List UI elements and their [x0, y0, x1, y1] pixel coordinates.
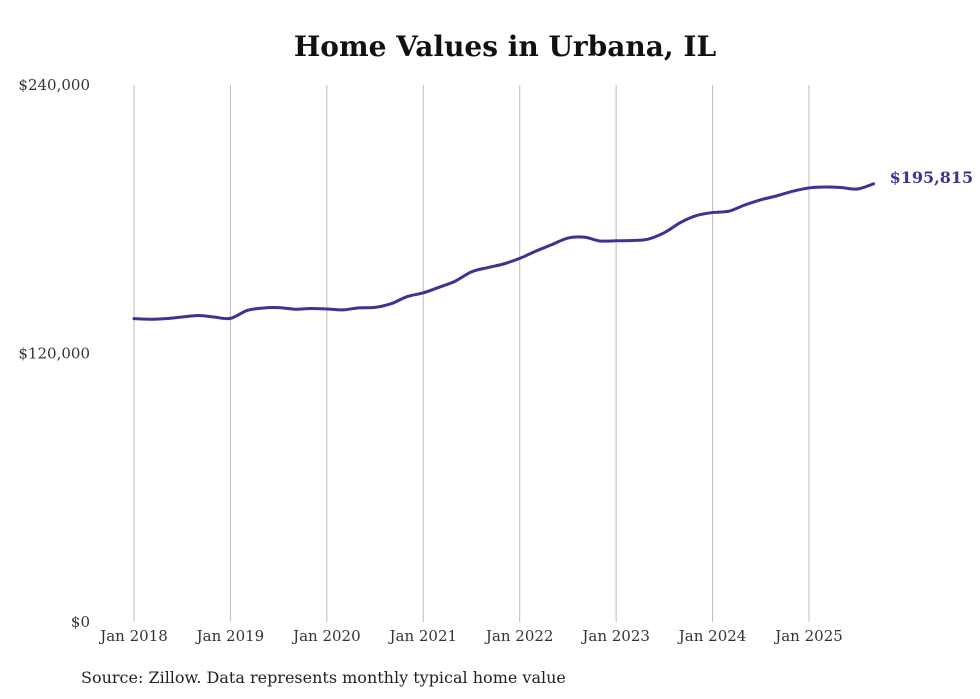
x-axis-ticks: Jan 2018 Jan 2019 Jan 2020 Jan 2021 Jan 2022…	[98, 627, 843, 645]
x-tick-label: Jan 2024	[677, 627, 747, 645]
x-tick-label: Jan 2021	[388, 627, 458, 645]
x-tick-label: Jan 2023	[580, 627, 650, 645]
series-line-home-value	[132, 182, 876, 321]
end-value-label: $195,815	[890, 168, 974, 187]
x-tick-label: Jan 2019	[195, 627, 265, 645]
x-tick-label: Jan 2020	[291, 627, 361, 645]
series-layer	[132, 182, 876, 321]
y-tick-label: $240,000	[18, 76, 90, 94]
source-note: Source: Zillow. Data represents monthly …	[81, 668, 566, 687]
x-tick-label: Jan 2022	[484, 627, 554, 645]
x-tick-label: Jan 2025	[773, 627, 843, 645]
y-tick-label: $120,000	[18, 345, 90, 363]
x-tick-label: Jan 2018	[98, 627, 168, 645]
chart-title: Home Values in Urbana, IL	[293, 30, 717, 63]
line-chart: $0$120,000$240,000 Jan 2018 Jan 2019 Jan 2…	[18, 76, 974, 645]
grid-lines	[133, 85, 810, 622]
y-tick-label: $0	[71, 613, 90, 631]
data-labels: $195,815	[890, 168, 974, 187]
y-axis-ticks: $0 $120,000 $240,000	[18, 76, 90, 631]
